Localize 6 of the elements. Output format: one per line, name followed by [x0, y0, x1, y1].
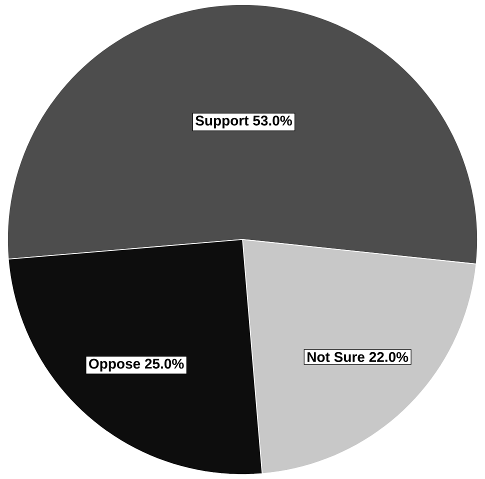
slice-label: Support — [196, 116, 249, 128]
slice-label: Oppose — [89, 358, 140, 372]
data-label: 53.0% — [253, 116, 292, 126]
slice-label: Not Sure — [308, 352, 364, 362]
data-label: 25.0% — [144, 358, 184, 369]
data-label: 22.0% — [369, 352, 408, 362]
